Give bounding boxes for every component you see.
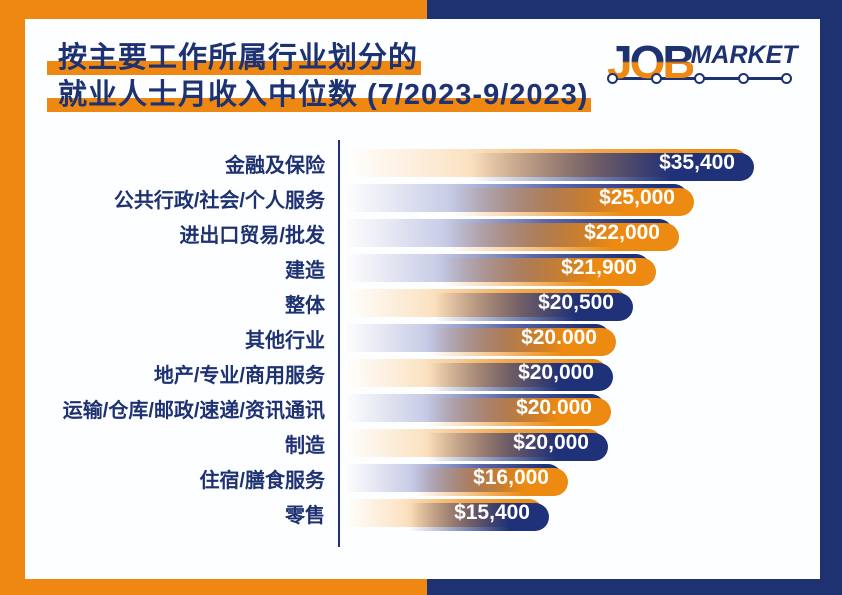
bar-row: 制造 $20,000 bbox=[25, 429, 820, 457]
bar-track: $21,900 bbox=[344, 254, 650, 282]
logo-dot-icon bbox=[694, 73, 705, 84]
bar: $16,000 bbox=[344, 464, 562, 492]
bar: $35,400 bbox=[344, 149, 748, 177]
bar: $20,000 bbox=[344, 359, 607, 387]
bar-track: $35,400 bbox=[344, 149, 748, 177]
page-title-line1: 按主要工作所属行业划分的 bbox=[46, 40, 820, 77]
bar: $20.000 bbox=[344, 394, 605, 422]
category-label: 地产/专业/商用服务 bbox=[153, 364, 325, 387]
header: 按主要工作所属行业划分的 就业人士月收入中位数 (7/2023-9/2023) … bbox=[25, 19, 820, 114]
bar-row: 其他行业 $20.000 bbox=[25, 324, 820, 352]
bar-row: 零售 $15,400 bbox=[25, 499, 820, 527]
value-label: $20,000 bbox=[513, 431, 589, 454]
value-label: $20,000 bbox=[518, 361, 594, 384]
bar-row: 公共行政/社会/个人服务 $25,000 bbox=[25, 184, 820, 212]
bar-track: $15,400 bbox=[344, 499, 543, 527]
bar-track: $20.000 bbox=[344, 394, 605, 422]
bar-track: $20,500 bbox=[344, 289, 627, 317]
bar-row: 运输/仓库/邮政/速递/资讯通讯 $20.000 bbox=[25, 394, 820, 422]
bar: $25,000 bbox=[344, 184, 688, 212]
bar-row: 建造 $21,900 bbox=[25, 254, 820, 282]
bar-row: 进出口贸易/批发 $22,000 bbox=[25, 219, 820, 247]
value-label: $22,000 bbox=[584, 221, 660, 244]
logo-dot-icon bbox=[607, 73, 618, 84]
logo-dot-icon bbox=[737, 73, 749, 84]
bar-track: $16,000 bbox=[344, 464, 562, 492]
bar-row: 金融及保险 $35,400 bbox=[25, 149, 820, 177]
infographic-card: 按主要工作所属行业划分的 就业人士月收入中位数 (7/2023-9/2023) … bbox=[25, 19, 820, 579]
frame-left-band bbox=[0, 0, 25, 595]
frame-bottom-band bbox=[0, 579, 842, 595]
value-label: $35,400 bbox=[659, 151, 735, 174]
bar: $20,000 bbox=[344, 429, 602, 457]
category-label: 整体 bbox=[285, 294, 325, 317]
logo-dot-icon bbox=[650, 73, 662, 84]
value-label: $20,500 bbox=[538, 291, 614, 314]
value-label: $16,000 bbox=[473, 466, 549, 489]
category-label: 住宿/膳食服务 bbox=[199, 469, 325, 492]
category-label: 制造 bbox=[285, 434, 325, 457]
category-label: 公共行政/社会/个人服务 bbox=[113, 189, 325, 212]
bar: $20,500 bbox=[344, 289, 627, 317]
value-label: $20.000 bbox=[516, 396, 592, 419]
category-label: 金融及保险 bbox=[225, 154, 325, 177]
bar-track: $20,000 bbox=[344, 429, 602, 457]
bar: $15,400 bbox=[344, 499, 543, 527]
frame-right-band bbox=[820, 0, 842, 595]
bar: $22,000 bbox=[344, 219, 673, 247]
logo-wheel-dots bbox=[607, 73, 792, 84]
bar-track: $20,000 bbox=[344, 359, 607, 387]
value-label: $15,400 bbox=[454, 501, 530, 524]
category-label: 运输/仓库/邮政/速递/资讯通讯 bbox=[62, 399, 325, 422]
category-label: 其他行业 bbox=[245, 329, 325, 352]
bar-track: $22,000 bbox=[344, 219, 673, 247]
bar-row: 整体 $20,500 bbox=[25, 289, 820, 317]
chart-axis-line bbox=[338, 140, 340, 547]
bar-row: 住宿/膳食服务 $16,000 bbox=[25, 464, 820, 492]
bar-row: 地产/专业/商用服务 $20,000 bbox=[25, 359, 820, 387]
bar-chart: 金融及保险 $35,400 公共行政/社会/个人服务 $25,000 进出口贸易/批发 $… bbox=[25, 140, 820, 547]
category-label: 零售 bbox=[285, 504, 325, 527]
value-label: $21,900 bbox=[561, 256, 637, 279]
jobmarket-logo: JOB MARKET bbox=[607, 35, 798, 93]
chart-rows: 金融及保险 $35,400 公共行政/社会/个人服务 $25,000 进出口贸易/批发 $… bbox=[25, 149, 820, 527]
frame-top-band bbox=[0, 0, 842, 19]
value-label: $20.000 bbox=[521, 326, 597, 349]
bar-track: $25,000 bbox=[344, 184, 688, 212]
logo-dot-icon bbox=[781, 73, 792, 84]
value-label: $25,000 bbox=[599, 186, 675, 209]
bar-track: $20.000 bbox=[344, 324, 610, 352]
category-label: 建造 bbox=[285, 259, 325, 282]
logo-market-text: MARKET bbox=[690, 41, 798, 69]
page-title-line2: 就业人士月收入中位数 (7/2023-9/2023) bbox=[46, 77, 820, 114]
bar: $21,900 bbox=[344, 254, 650, 282]
bar: $20.000 bbox=[344, 324, 610, 352]
category-label: 进出口贸易/批发 bbox=[179, 224, 325, 247]
